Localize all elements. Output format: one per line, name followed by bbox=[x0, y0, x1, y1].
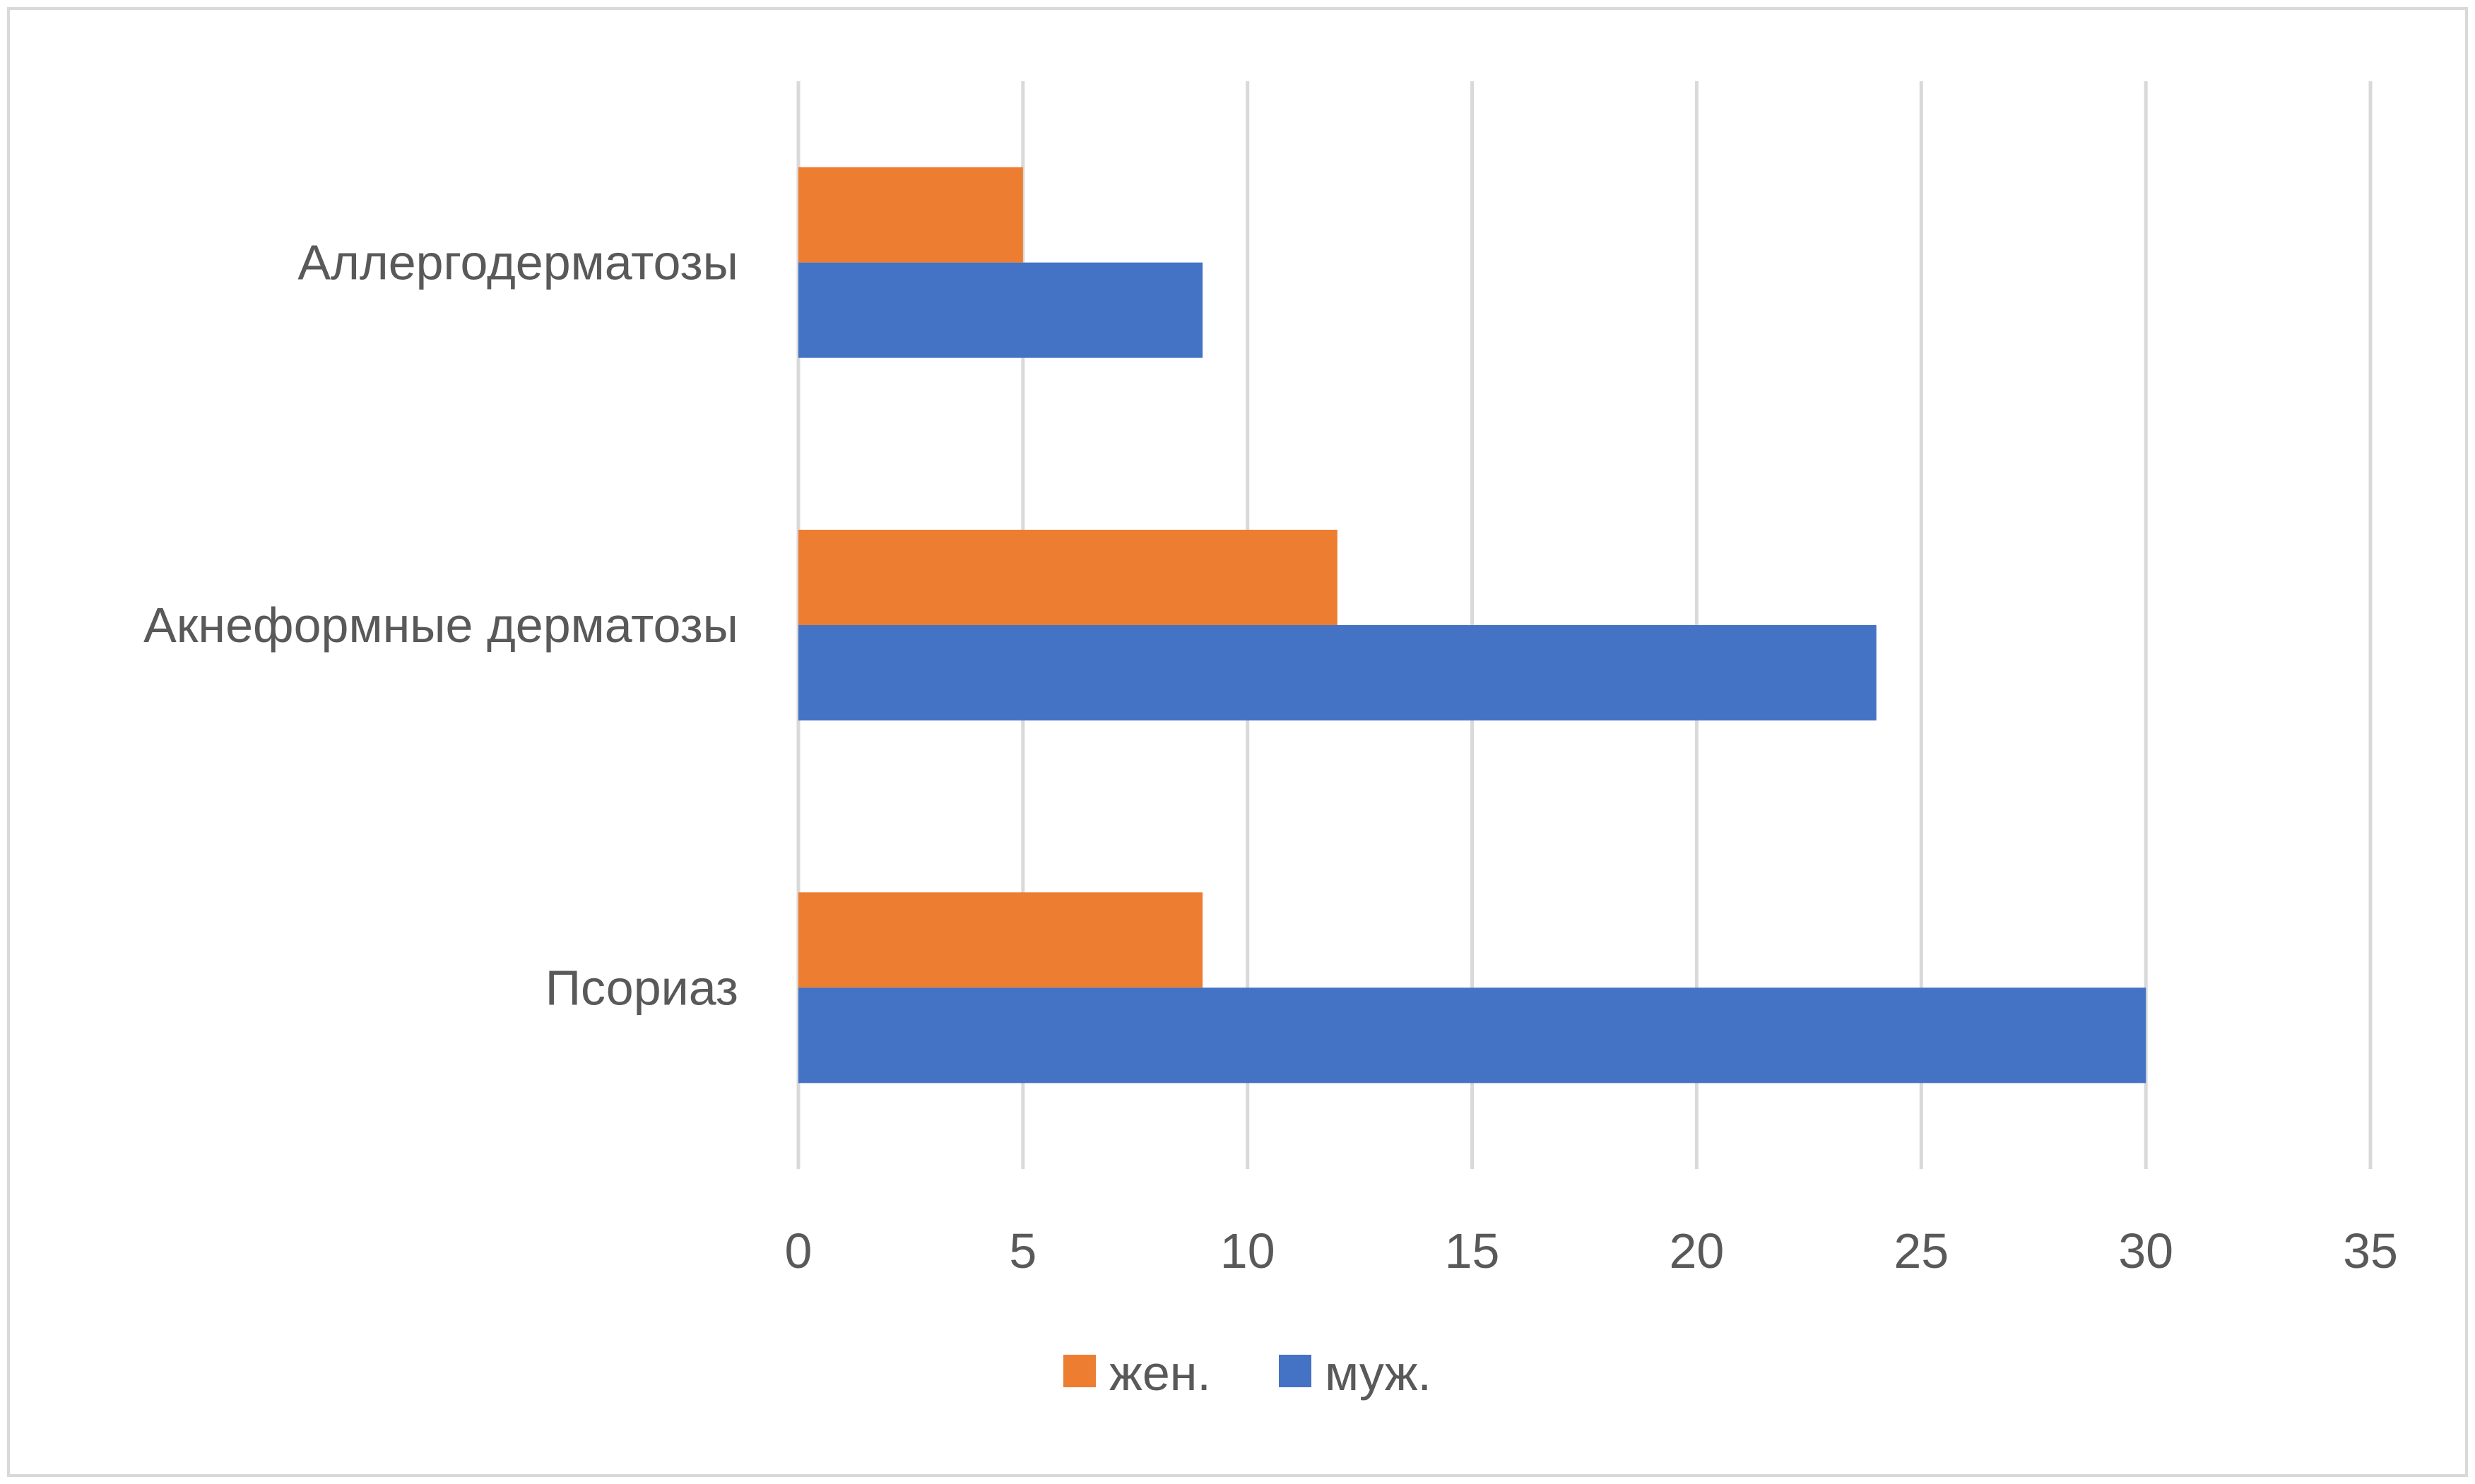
category-labels: Аллергодерматозы Акнеформные дерматозы Псо… bbox=[143, 235, 738, 1016]
category-label: Акнеформные дерматозы bbox=[143, 598, 738, 653]
x-tick-label: 0 bbox=[785, 1223, 813, 1278]
legend-label: жен. bbox=[1109, 1346, 1211, 1401]
x-tick-label: 5 bbox=[1009, 1223, 1036, 1278]
x-tick-label: 15 bbox=[1445, 1223, 1500, 1278]
chart-area bbox=[7, 7, 2468, 1477]
bar-female bbox=[798, 167, 1023, 263]
legend-label: муж. bbox=[1325, 1346, 1431, 1401]
bar-male bbox=[798, 262, 1203, 358]
x-tick-labels: 0 5 10 15 20 25 30 35 bbox=[785, 1223, 2398, 1278]
x-tick-label: 30 bbox=[2118, 1223, 2173, 1278]
category-label: Псориаз bbox=[545, 960, 738, 1015]
x-tick-label: 20 bbox=[1669, 1223, 1724, 1278]
x-tick-label: 25 bbox=[1894, 1223, 1949, 1278]
legend: жен. муж. bbox=[1063, 1346, 1431, 1401]
category-label: Аллергодерматозы bbox=[297, 235, 738, 290]
bar-male bbox=[798, 625, 1877, 720]
bar-female bbox=[798, 892, 1203, 988]
bars bbox=[798, 167, 2146, 1084]
bar-male bbox=[798, 987, 2146, 1084]
legend-swatch-male bbox=[1279, 1355, 1311, 1387]
x-tick-label: 10 bbox=[1220, 1223, 1275, 1278]
legend-swatch-female bbox=[1063, 1355, 1096, 1387]
bar-female bbox=[798, 530, 1337, 625]
x-tick-label: 35 bbox=[2343, 1223, 2398, 1278]
